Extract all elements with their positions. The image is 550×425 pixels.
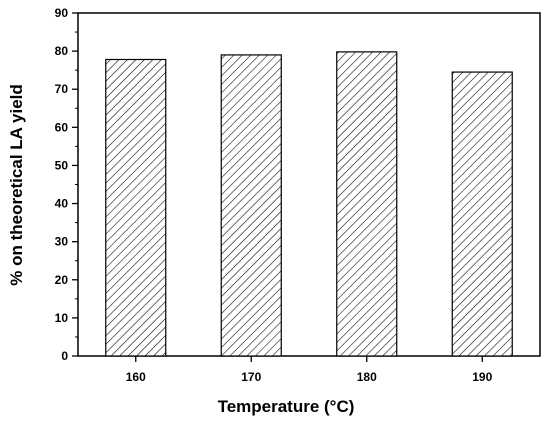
y-tick-label: 20 [55, 273, 69, 287]
y-tick-label: 30 [55, 235, 69, 249]
bar-160 [105, 58, 167, 357]
x-axis-title: Temperature (°C) [218, 397, 355, 416]
x-tick-label: 160 [126, 370, 146, 384]
y-tick-label: 0 [61, 349, 68, 363]
bars [105, 51, 513, 357]
bar-190 [451, 71, 513, 357]
y-axis-title: % on theoretical LA yield [7, 84, 26, 286]
bar-170 [220, 54, 282, 357]
x-tick-label: 180 [357, 370, 377, 384]
x-tick-label: 170 [241, 370, 261, 384]
y-tick-label: 10 [55, 311, 69, 325]
x-axis: 160 170 180 190 [126, 356, 493, 384]
y-tick-label: 60 [55, 120, 69, 134]
y-tick-label: 80 [55, 44, 69, 58]
y-tick-label: 50 [55, 158, 69, 172]
y-axis: 0 10 20 30 40 50 60 70 80 90 [55, 6, 78, 363]
y-tick-label: 70 [55, 82, 69, 96]
y-tick-label: 90 [55, 6, 69, 20]
x-tick-label: 190 [472, 370, 492, 384]
bar-180 [336, 51, 398, 357]
y-tick-label: 40 [55, 197, 69, 211]
